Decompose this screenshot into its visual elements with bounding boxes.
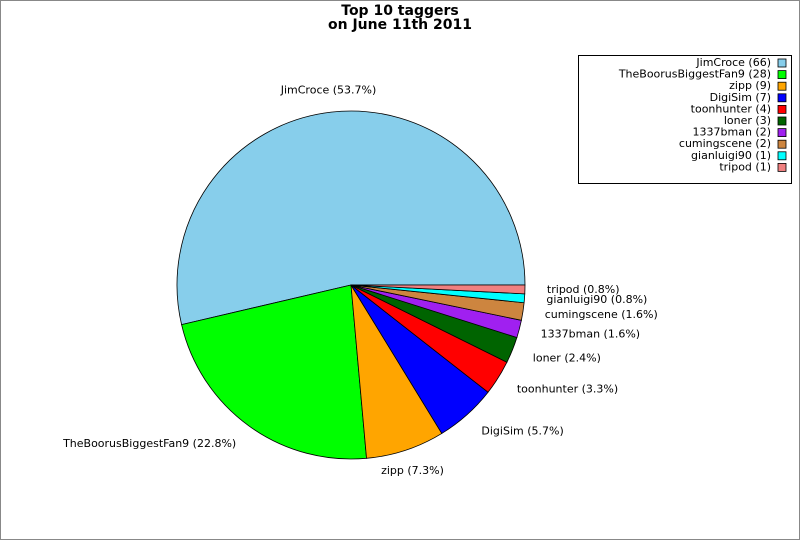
legend-label: DigiSim (7) [710, 91, 771, 104]
legend-swatch [777, 81, 787, 91]
slice-label: zipp (7.3%) [381, 464, 444, 477]
pie-slice [181, 284, 367, 460]
legend-swatch [777, 128, 787, 138]
legend-swatch [777, 58, 787, 68]
pie-slice [176, 110, 526, 326]
legend-box [578, 55, 792, 184]
legend-swatch [777, 70, 787, 79]
legend-swatch [777, 116, 787, 126]
legend-label: 1337bman (2) [693, 126, 771, 139]
legend-label: tripod (1) [719, 160, 771, 173]
slice-label: cumingscene (1.6%) [545, 308, 658, 321]
legend-label: loner (3) [724, 114, 771, 127]
slice-label: DigiSim (5.7%) [481, 424, 563, 437]
slice-label: toonhunter (3.3%) [517, 382, 618, 395]
pie-slice [350, 284, 526, 295]
chart-subtitle: on June 11th 2011 [328, 17, 472, 33]
slice-label: loner (2.4%) [533, 351, 601, 364]
legend-swatch [777, 105, 787, 114]
legend-swatch [777, 151, 787, 161]
legend-label: TheBoorusBiggestFan9 (28) [618, 68, 771, 81]
legend-label: toonhunter (4) [691, 102, 771, 115]
legend-label: cumingscene (2) [679, 137, 771, 150]
legend-label: gianluigi90 (1) [691, 149, 771, 162]
slice-label: gianluigi90 (0.8%) [546, 293, 647, 306]
slice-label: 1337bman (1.6%) [541, 328, 640, 341]
legend-label: JimCroce (66) [695, 56, 771, 69]
slice-label: tripod (0.8%) [547, 283, 620, 296]
legend-swatch [777, 139, 787, 149]
legend-label: zipp (9) [729, 79, 771, 92]
chart-title: Top 10 taggers [341, 3, 458, 19]
legend-swatch [777, 93, 787, 103]
legend-swatch [777, 162, 787, 172]
slice-label: JimCroce (53.7%) [280, 83, 377, 96]
slice-label: TheBoorusBiggestFan9 (22.8%) [62, 437, 236, 450]
